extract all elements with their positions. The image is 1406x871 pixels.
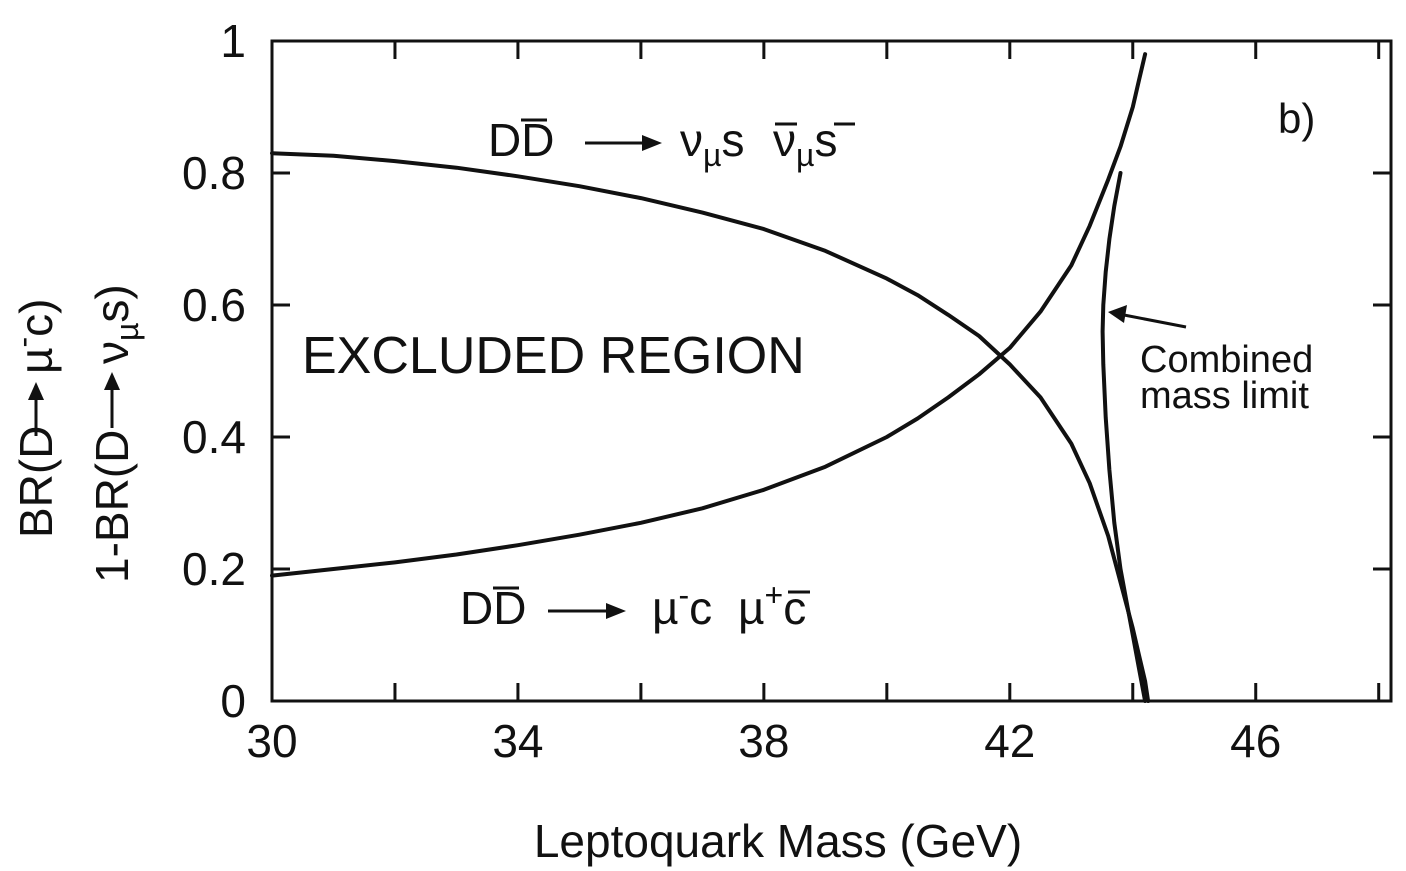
lower-mu-sup: - xyxy=(679,577,690,613)
excluded-region-label: EXCLUDED REGION xyxy=(302,327,805,385)
upper-arrow-icon xyxy=(585,135,662,151)
upper-nubar-sub: µ xyxy=(796,137,814,173)
y-inner-arrow-icon xyxy=(104,372,120,428)
upper-nu: ν xyxy=(680,114,703,166)
upper-nu-sub: µ xyxy=(703,137,721,173)
upper-channel-annotation: DD νµs νµs xyxy=(488,114,855,173)
plot-frame xyxy=(270,39,1393,703)
svg-text:µ+c: µ+c xyxy=(738,577,806,634)
y-tick-label: 0.4 xyxy=(182,411,246,463)
combined-arrow-icon xyxy=(1108,305,1187,329)
y-tick-label: 0.8 xyxy=(182,147,246,199)
combined-label-line1: Combined xyxy=(1140,339,1313,381)
lower-cbar: c xyxy=(783,582,806,634)
y-axis-title-outer: BR(D µ-c) xyxy=(5,299,62,539)
lower-d-bar: D xyxy=(493,582,526,634)
upper-s: s xyxy=(721,114,744,166)
svg-text:νµs: νµs xyxy=(680,114,744,173)
lower-mu: µ xyxy=(652,582,679,634)
lower-mu-plus-sup: + xyxy=(765,577,784,613)
upper-sbar: s xyxy=(814,114,837,166)
ticks xyxy=(270,39,1391,703)
svg-text:µ-c): µ-c) xyxy=(5,299,62,375)
lower-c: c xyxy=(689,582,712,634)
x-tick-label: 34 xyxy=(492,715,543,767)
lower-d: D xyxy=(460,582,493,634)
lower-arrow-icon xyxy=(548,603,626,619)
svg-text:νµs: νµs xyxy=(773,114,837,173)
panel-label: b) xyxy=(1278,95,1315,142)
upper-nubar: ν xyxy=(773,114,796,166)
lower-channel-annotation: DD µ-c µ+c xyxy=(460,577,810,634)
svg-text:DD: DD xyxy=(488,114,554,166)
y-outer-arrow-icon xyxy=(28,382,44,436)
svg-text:DD: DD xyxy=(460,582,526,634)
upper-d: D xyxy=(488,114,521,166)
curve-mu-channel xyxy=(270,52,1148,578)
y-tick-label: 0.2 xyxy=(182,543,246,595)
y-tick-label: 1 xyxy=(220,15,246,67)
curves xyxy=(270,52,1151,703)
combined-label-line2: mass limit xyxy=(1140,375,1309,417)
svg-text:µ-c: µ-c xyxy=(652,577,712,634)
y-axis-title-inner: 1-BR(D νµs) xyxy=(86,284,145,583)
y-tick-label: 0 xyxy=(220,675,246,727)
svg-text:νµs): νµs) xyxy=(86,284,145,364)
svg-text:BR(D: BR(D xyxy=(10,426,62,538)
y-tick-label: 0.6 xyxy=(182,279,246,331)
x-tick-label: 30 xyxy=(246,715,297,767)
x-axis-title: Leptoquark Mass (GeV) xyxy=(534,815,1022,867)
x-tick-label: 38 xyxy=(738,715,789,767)
svg-text:1-BR(D: 1-BR(D xyxy=(86,430,138,583)
tick-labels: 30 34 38 42 46 0 0.2 0.4 0.6 0.8 1 xyxy=(182,15,1281,767)
combined-limit-annotation: Combined mass limit xyxy=(1108,305,1313,417)
x-tick-label: 46 xyxy=(1230,715,1281,767)
curve-combined-limit xyxy=(1100,171,1148,703)
x-tick-label: 42 xyxy=(984,715,1035,767)
upper-d-bar: D xyxy=(521,114,554,166)
lower-mu-plus: µ xyxy=(738,582,765,634)
